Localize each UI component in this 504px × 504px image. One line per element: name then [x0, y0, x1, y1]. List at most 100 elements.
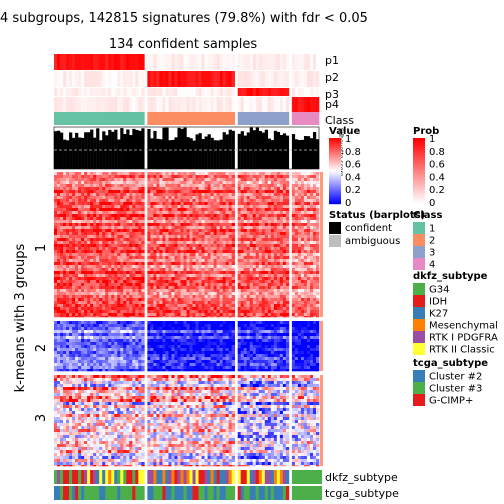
heatmap-cell: [54, 268, 58, 272]
heatmap-cell: [243, 298, 248, 302]
heatmap-cell: [297, 280, 302, 284]
heatmap-cell: [210, 199, 214, 203]
heatmap-cell: [135, 175, 139, 179]
heatmap-cell: [54, 280, 58, 284]
heatmap-cell: [138, 190, 142, 194]
heatmap-cell: [273, 232, 278, 236]
heatmap-cell: [87, 244, 91, 248]
prob-cell-p1: [192, 54, 196, 70]
heatmap-cell: [246, 196, 251, 200]
heatmap-cell: [183, 220, 187, 224]
heatmap-cell: [150, 244, 154, 248]
heatmap-cell: [87, 289, 91, 293]
heatmap-cell: [57, 298, 61, 302]
heatmap-cell: [180, 211, 184, 215]
heatmap-cell: [63, 232, 67, 236]
heatmap-cell: [198, 256, 202, 260]
heatmap-cell: [216, 220, 220, 224]
heatmap-cell: [306, 265, 311, 269]
heatmap-cell: [237, 327, 241, 331]
heatmap-cell: [186, 244, 190, 248]
heatmap-cell: [291, 274, 296, 278]
heatmap-cell: [300, 301, 305, 305]
heatmap-cell: [186, 307, 190, 311]
heatmap-cell: [54, 241, 58, 245]
heatmap-cell: [213, 327, 217, 331]
heatmap-cell: [102, 313, 106, 317]
heatmap-cell: [177, 250, 181, 254]
heatmap-cell: [249, 313, 254, 317]
heatmap-cell: [219, 277, 223, 281]
prob-cell-p2: [249, 71, 254, 87]
heatmap-cell: [114, 277, 118, 281]
heatmap-cell: [60, 265, 64, 269]
heatmap-cell: [291, 310, 296, 314]
heatmap-cell: [297, 304, 302, 308]
heatmap-cell: [231, 307, 235, 311]
heatmap-cell: [117, 268, 121, 272]
heatmap-cell: [297, 292, 302, 296]
heatmap-cell: [210, 220, 214, 224]
heatmap-cell: [261, 235, 266, 239]
heatmap-cell: [114, 196, 118, 200]
heatmap-cell: [177, 217, 181, 221]
heatmap-cell: [135, 184, 139, 188]
heatmap-cell: [207, 265, 211, 269]
heatmap-cell: [279, 304, 284, 308]
prob-cell-p4: [279, 97, 284, 113]
heatmap-cell: [183, 235, 187, 239]
heatmap-cell: [66, 217, 70, 221]
heatmap-cell: [309, 196, 314, 200]
heatmap-cell: [78, 247, 82, 251]
heatmap-cell: [255, 178, 260, 182]
heatmap-cell: [228, 286, 232, 290]
heatmap-cell: [315, 229, 320, 233]
heatmap-cell: [57, 238, 61, 242]
heatmap-cell: [84, 271, 88, 275]
heatmap-cell: [141, 172, 145, 176]
prob-cell-p4: [219, 97, 223, 113]
heatmap-cell: [315, 235, 320, 239]
heatmap-cell: [258, 175, 263, 179]
heatmap-cell: [240, 247, 245, 251]
heatmap-cell: [315, 301, 320, 305]
heatmap-cell: [90, 223, 94, 227]
heatmap-cell: [153, 295, 157, 299]
heatmap-cell: [72, 217, 76, 221]
heatmap-cell: [276, 172, 281, 176]
heatmap-cell: [165, 196, 169, 200]
heatmap-cell: [228, 229, 232, 233]
heatmap-cell: [114, 292, 118, 296]
heatmap-cell: [282, 286, 287, 290]
heatmap-cell: [147, 259, 151, 263]
heatmap-cell: [315, 253, 320, 257]
heatmap-cell: [123, 241, 127, 245]
heatmap-cell: [57, 265, 61, 269]
heatmap-cell: [54, 327, 58, 331]
heatmap-cell: [273, 205, 278, 209]
prob-cell-p4: [198, 97, 202, 113]
heatmap-cell: [303, 250, 308, 254]
heatmap-cell: [123, 235, 127, 239]
heatmap-cell: [102, 193, 106, 197]
heatmap-cell: [219, 262, 223, 266]
heatmap-cell: [177, 259, 181, 263]
heatmap-cell: [78, 181, 82, 185]
heatmap-cell: [267, 321, 272, 325]
prob-cell-p2: [222, 71, 226, 87]
heatmap-cell: [195, 313, 199, 317]
heatmap-cell: [195, 321, 199, 325]
heatmap-cell: [267, 172, 272, 176]
heatmap-cell: [237, 265, 241, 269]
heatmap-cell: [285, 262, 290, 266]
heatmap-cell: [60, 244, 64, 248]
heatmap-cell: [108, 181, 112, 185]
heatmap-cell: [261, 208, 266, 212]
heatmap-cell: [198, 307, 202, 311]
heatmap-cell: [132, 324, 136, 328]
heatmap-cell: [198, 301, 202, 305]
heatmap-cell: [123, 307, 127, 311]
heatmap-cell: [171, 277, 175, 281]
heatmap-cell: [66, 324, 70, 328]
prob-cell-p1: [222, 54, 226, 70]
